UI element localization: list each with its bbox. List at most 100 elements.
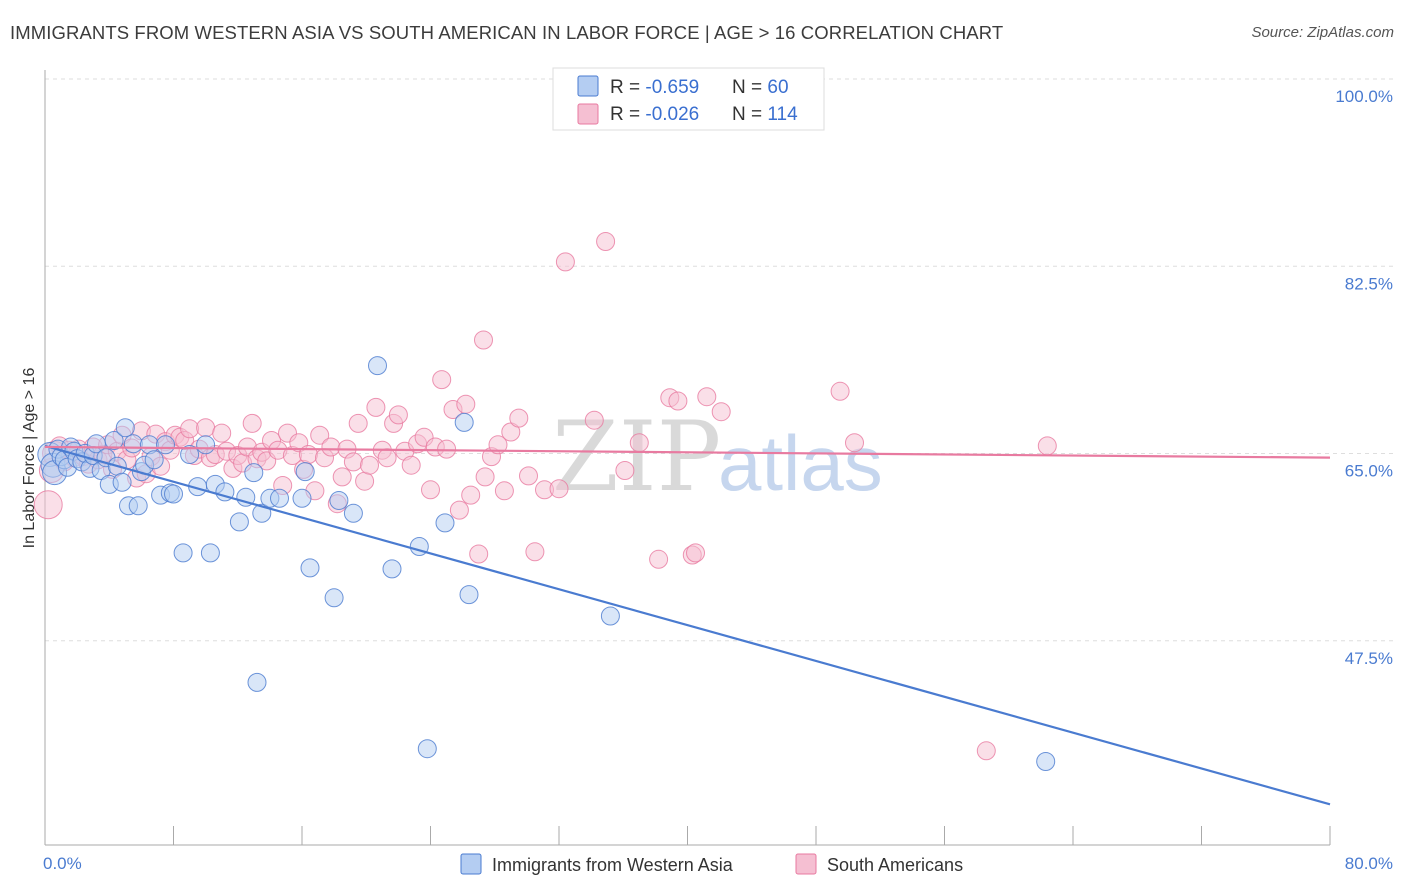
south-americans-point — [596, 232, 616, 251]
south-americans-point — [525, 542, 545, 562]
south-americans-point — [509, 408, 529, 428]
south-americans-point — [830, 381, 850, 401]
south-americans-point — [360, 455, 379, 475]
bottom-legend-label-south-americans: South Americans — [827, 855, 963, 875]
bottom-legend-swatch-western-asia — [460, 853, 482, 875]
western-asia-point — [459, 585, 479, 605]
western-asia-point — [173, 543, 193, 563]
south-americans-point — [401, 455, 421, 475]
south-americans-point — [461, 485, 481, 505]
south-americans-point — [488, 435, 508, 455]
western-asia-point — [324, 588, 344, 608]
south-americans-point — [976, 741, 996, 761]
legend-n-label-0: N = — [732, 77, 767, 98]
south-americans-point — [388, 405, 408, 425]
western-asia-point — [200, 543, 220, 563]
south-americans-point — [343, 452, 363, 472]
western-asia-point — [295, 462, 315, 482]
western-asia-point — [128, 496, 148, 516]
south-americans-point — [475, 467, 495, 487]
south-americans-point — [697, 387, 717, 407]
south-americans-point — [469, 544, 489, 564]
western-asia-point — [104, 431, 124, 450]
western-asia-point — [180, 445, 200, 464]
x-tick-label-start: 0.0% — [43, 854, 82, 873]
south-americans-trend-line — [44, 445, 1331, 459]
western-asia-point — [252, 503, 272, 523]
chart-source: Source: ZipAtlas.com — [1251, 24, 1394, 41]
western-asia-point — [164, 484, 183, 504]
western-asia-point — [368, 356, 387, 376]
data-points — [33, 232, 1057, 771]
south-americans-point — [421, 480, 440, 500]
watermark-atlas: atlas — [718, 419, 883, 507]
south-americans-point — [437, 439, 457, 459]
y-tick-label: 65.0% — [1345, 462, 1393, 481]
legend-n-value-1: 114 — [767, 104, 798, 125]
western-asia-point — [343, 503, 363, 523]
south-americans-point — [474, 330, 493, 350]
south-americans-point — [377, 448, 397, 468]
grid-lines — [45, 78, 1393, 642]
south-americans-point — [196, 418, 216, 438]
western-asia-point — [247, 672, 267, 692]
legend-swatch-western-asia — [577, 75, 599, 97]
bottom-legend-swatch-south-americans — [795, 853, 817, 875]
south-americans-point — [629, 433, 649, 453]
south-americans-point — [355, 471, 375, 491]
south-americans-point — [494, 481, 514, 501]
y-tick-label: 82.5% — [1345, 274, 1393, 293]
y-tick-label: 100.0% — [1335, 87, 1393, 106]
south-americans-point — [668, 391, 688, 411]
south-americans-point — [555, 252, 575, 272]
south-americans-point — [711, 402, 731, 422]
legend-n-label-1: N = — [732, 104, 767, 125]
south-americans-point — [242, 413, 262, 433]
western-asia-point — [300, 558, 320, 578]
south-americans-point — [321, 437, 341, 457]
legend-r-label-1: R = — [610, 104, 645, 125]
svg-text:N = 60: N = 60 — [732, 77, 789, 98]
south-americans-point — [180, 419, 200, 439]
x-tick-label-end: 80.0% — [1345, 854, 1393, 873]
western-asia-point — [229, 512, 249, 532]
south-americans-point — [1037, 436, 1057, 456]
svg-text:R = -0.659: R = -0.659 — [610, 77, 699, 98]
western-asia-point — [1036, 752, 1056, 771]
svg-text:R = -0.026: R = -0.026 — [610, 104, 699, 125]
western-asia-point — [196, 435, 216, 455]
western-asia-point — [115, 418, 135, 438]
western-asia-trend-line — [44, 444, 1331, 806]
chart-title: IMMIGRANTS FROM WESTERN ASIA VS SOUTH AM… — [10, 22, 1004, 43]
south-americans-point — [649, 549, 669, 569]
south-americans-point — [366, 397, 386, 417]
south-americans-point — [845, 433, 864, 453]
western-asia-point — [112, 472, 132, 492]
trend-lines — [44, 444, 1331, 806]
western-asia-point — [435, 513, 455, 533]
south-americans-point — [449, 500, 469, 520]
south-americans-point — [348, 413, 368, 433]
south-americans-point — [549, 479, 569, 499]
y-axis-tick-labels: 47.5% 65.0% 82.5% 100.0% — [1335, 87, 1393, 668]
legend-swatch-south-americans — [577, 103, 599, 125]
south-americans-point — [332, 467, 352, 487]
south-americans-point — [33, 490, 63, 520]
south-americans-point — [212, 423, 232, 443]
western-asia-point — [156, 435, 175, 455]
legend-r-label-0: R = — [610, 77, 645, 98]
western-asia-point — [123, 434, 143, 454]
south-americans-point — [686, 543, 705, 563]
western-asia-point — [236, 487, 256, 507]
western-asia-point — [454, 412, 474, 432]
legend-r-value-0: -0.659 — [645, 77, 699, 98]
south-americans-point — [432, 370, 452, 390]
south-americans-point — [519, 466, 538, 486]
western-asia-point — [600, 606, 620, 626]
x-axis-ticks — [44, 826, 1331, 845]
legend-box: R = -0.659 N = 60 R = -0.026 N = 114 — [552, 67, 825, 131]
western-asia-point — [292, 488, 312, 508]
south-americans-point — [584, 410, 604, 430]
south-americans-point — [456, 394, 476, 414]
